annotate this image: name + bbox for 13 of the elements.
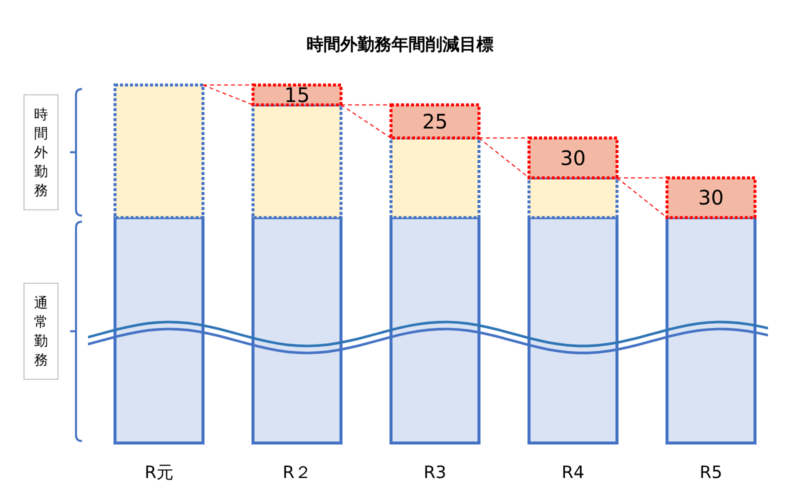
data-label: 30 — [560, 146, 586, 170]
legend-label: 通常勤務 — [34, 295, 48, 368]
x-tick-label: R3 — [424, 463, 446, 483]
legend-label: 時間外勤務 — [34, 106, 48, 199]
x-tick-label: R２ — [282, 463, 312, 483]
chart-title: 時間外勤務年間削減目標 — [306, 35, 494, 55]
x-tick-label: R5 — [700, 463, 722, 483]
data-label: 30 — [698, 186, 724, 210]
data-label: 15 — [284, 82, 310, 107]
x-tick-label: R4 — [562, 463, 584, 483]
x-tick-label: R元 — [144, 463, 174, 483]
data-label: 25 — [422, 109, 448, 134]
bar — [666, 216, 756, 444]
